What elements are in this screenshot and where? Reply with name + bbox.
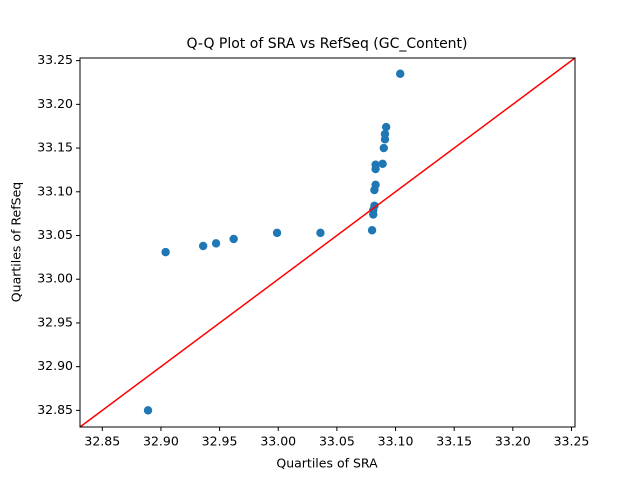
chart-title: Q-Q Plot of SRA vs RefSeq (GC_Content) xyxy=(186,36,467,52)
y-tick-label: 33.20 xyxy=(37,96,73,111)
point xyxy=(229,234,238,244)
point xyxy=(380,129,390,139)
y-tick-label: 33.05 xyxy=(37,227,73,242)
point xyxy=(211,239,221,248)
x-tick-label: 33.15 xyxy=(436,434,472,449)
point xyxy=(381,122,391,132)
point xyxy=(316,228,325,238)
x-tick-label: 33.05 xyxy=(319,434,355,449)
x-tick-label: 33.10 xyxy=(378,434,414,449)
y-tick-label: 33.00 xyxy=(37,271,73,286)
y-tick-label: 33.25 xyxy=(37,52,73,67)
x-tick-label: 33.00 xyxy=(260,434,296,449)
x-tick-label: 32.90 xyxy=(143,434,179,449)
point xyxy=(378,159,387,169)
point xyxy=(161,247,170,257)
y-tick-label: 33.10 xyxy=(37,183,73,198)
y-axis-label: Quartiles of RefSeq xyxy=(9,182,24,302)
y-tick-label: 32.85 xyxy=(37,402,73,417)
x-tick-label: 32.95 xyxy=(202,434,238,449)
point xyxy=(379,143,389,153)
y-tick-label: 32.95 xyxy=(37,314,73,329)
point xyxy=(371,180,380,189)
point xyxy=(367,226,377,235)
reference-line xyxy=(79,57,576,428)
point xyxy=(143,406,153,415)
y-tick-label: 33.15 xyxy=(37,140,73,155)
x-axis-label: Quartiles of SRA xyxy=(276,456,378,471)
point xyxy=(370,201,379,210)
point xyxy=(396,69,405,78)
point xyxy=(371,160,380,169)
x-tick-label: 32.85 xyxy=(84,434,120,449)
point xyxy=(198,241,208,251)
point xyxy=(272,228,282,238)
x-tick-label: 33.20 xyxy=(495,434,531,449)
plot-frame xyxy=(79,57,576,428)
y-tick-label: 32.90 xyxy=(37,358,73,373)
x-tick-label: 33.25 xyxy=(554,434,590,449)
